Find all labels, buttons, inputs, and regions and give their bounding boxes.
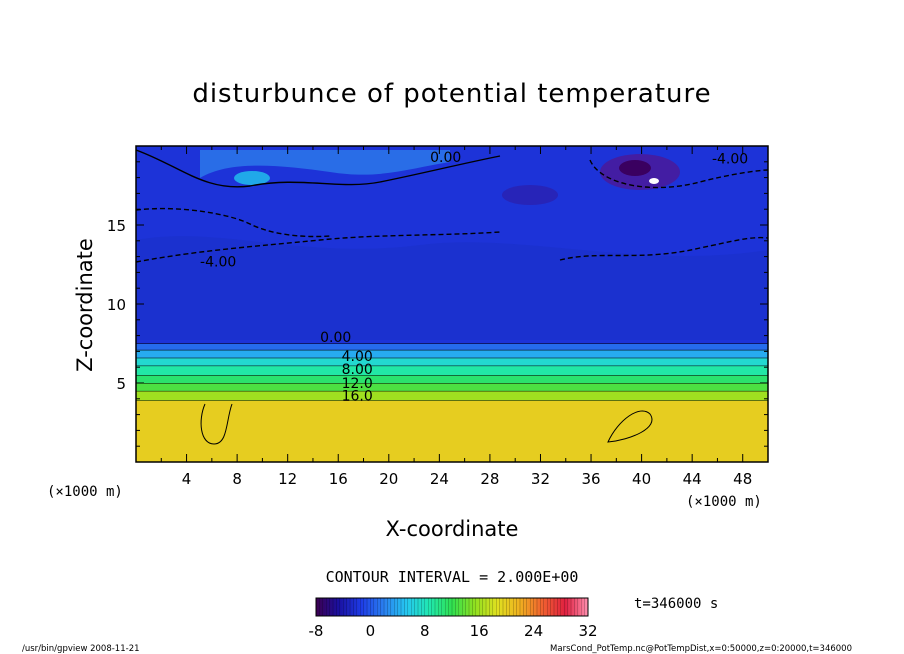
field-layer	[136, 343, 768, 350]
y-tick-label: 10	[107, 296, 126, 314]
x-tick-label: 36	[581, 470, 600, 488]
y-tick-label: 15	[107, 217, 126, 235]
time-label: t=346000 s	[634, 596, 718, 612]
contour-label: 8.00	[342, 362, 373, 378]
field-layer	[136, 375, 768, 383]
x-axis-label: X-coordinate	[386, 517, 519, 541]
extreme-spot	[649, 178, 659, 184]
x-tick-label: 20	[379, 470, 398, 488]
x-tick-label: 4	[182, 470, 192, 488]
colorbar-tick-label: 16	[470, 622, 489, 640]
contour-interval-label: CONTOUR INTERVAL = 2.000E+00	[326, 568, 579, 586]
warm-patch	[200, 150, 450, 178]
field-layer	[136, 349, 768, 358]
y-tick-label: 5	[116, 375, 126, 393]
colorbar-tick-label: -8	[309, 622, 324, 640]
contour-label: -4.00	[712, 152, 748, 168]
colorbar-tick-label: 8	[420, 622, 430, 640]
y-axis-label: Z-coordinate	[73, 238, 97, 372]
chart-title: disturbunce of potential temperature	[192, 79, 711, 109]
colorbar-tick-labels: -8 0 8 16 24 32	[309, 622, 598, 640]
contour-label: 16.0	[342, 389, 373, 405]
x-tick-label: 32	[531, 470, 550, 488]
field-layer	[136, 383, 768, 391]
colorbar-tick-label: 24	[524, 622, 543, 640]
x-unit-label-right: (×1000 m)	[686, 494, 762, 510]
x-tick-label: 48	[733, 470, 752, 488]
dashed-contour	[559, 236, 768, 261]
y-ticks: 5 10 15	[107, 161, 768, 447]
field-layer	[136, 400, 768, 462]
contour-label: -4.00	[200, 254, 236, 270]
contour-label: 12.0	[342, 376, 373, 392]
x-tick-label: 24	[430, 470, 449, 488]
cold-core-center	[619, 160, 651, 176]
dashed-contour	[589, 159, 768, 189]
dashed-contour	[136, 231, 501, 263]
field-layer	[136, 390, 768, 401]
footer-left: /usr/bin/gpview 2008-11-21	[22, 644, 140, 654]
dashed-contour	[136, 207, 331, 238]
warm-spot	[234, 171, 270, 185]
colorbar-tick-label: 32	[578, 622, 597, 640]
contour-label: 4.00	[342, 349, 373, 365]
x-tick-label: 28	[480, 470, 499, 488]
contour-label: 0.00	[430, 150, 461, 166]
colorbar-frame	[315, 597, 589, 617]
footer-right: MarsCond_PotTemp.nc@PotTempDist,x=0:5000…	[550, 644, 852, 654]
cold-patch	[502, 185, 558, 205]
cool-band	[136, 236, 768, 340]
colorbar-stripes	[319, 598, 585, 616]
x-tick-label: 8	[232, 470, 242, 488]
field-layer	[136, 365, 768, 376]
contour-label: 0.00	[320, 330, 351, 346]
solid-contour	[607, 410, 653, 443]
field-layer	[136, 357, 768, 366]
solid-contour	[136, 149, 501, 188]
x-tick-label: 40	[632, 470, 651, 488]
x-ticks: 4 8 12 16 20 24 28 32 36 40 44 48	[160, 146, 752, 488]
colorbar-tick-label: 0	[366, 622, 376, 640]
x-tick-label: 16	[329, 470, 348, 488]
x-tick-label: 44	[683, 470, 702, 488]
x-unit-label-left: (×1000 m)	[47, 484, 123, 500]
field-features	[136, 149, 768, 445]
solid-contour	[200, 403, 233, 445]
x-tick-label: 12	[278, 470, 297, 488]
colorbar: -8 0 8 16 24 32	[309, 597, 598, 640]
